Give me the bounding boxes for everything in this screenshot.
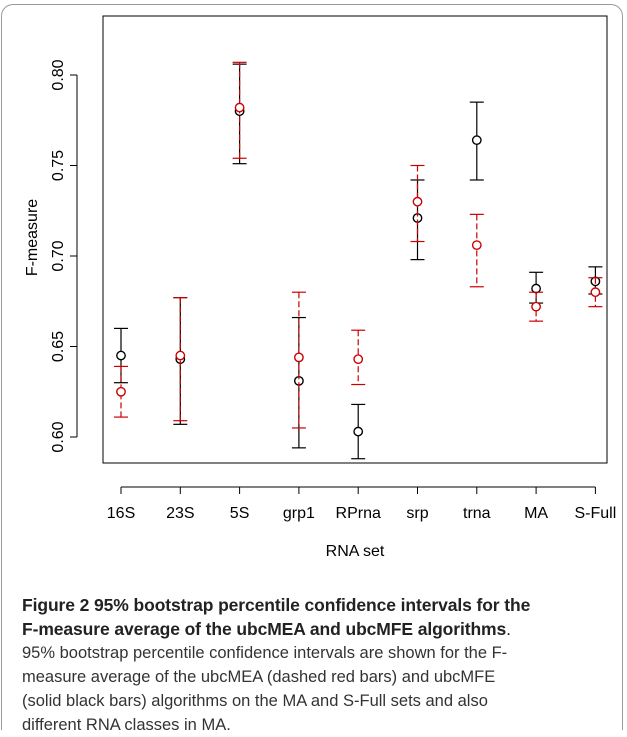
y-tick-label-4: 0.80 xyxy=(50,59,67,90)
x-tick-label-trna: trna xyxy=(463,505,491,522)
x-tick-label-srp: srp xyxy=(406,505,428,522)
ubcmea-estimate-S-Full xyxy=(590,287,601,298)
caption-title-line-1: Figure 2 95% bootstrap percentile confid… xyxy=(22,595,531,615)
ubcmfe-estimate-MA xyxy=(531,283,541,294)
confidence-interval-chart: 0.60 0.65 0.70 0.75 0.80 F-measure 16S 23S 5S grp… xyxy=(24,15,617,560)
caption-body-line-4: different RNA classes in MA. xyxy=(22,716,231,734)
figure-frame xyxy=(1,4,623,730)
caption-body-line-1: 95% bootstrap percentile confidence inte… xyxy=(22,644,508,662)
ubcmea-estimate-srp xyxy=(412,196,423,207)
caption-body-line-3: (solid black bars) algorithms on the MA … xyxy=(22,692,488,710)
x-tick-label-grp1: grp1 xyxy=(283,505,315,522)
x-tick-label-16S: 16S xyxy=(107,505,135,522)
x-tick-label-5S: 5S xyxy=(230,505,250,522)
ubcmea-estimate-RPrna xyxy=(353,354,364,365)
plot-area-frame xyxy=(102,15,608,464)
x-tick-label-S-Full: S-Full xyxy=(575,505,617,522)
caption-body: 95% bootstrap percentile confidence inte… xyxy=(22,641,616,737)
caption-title: Figure 2 95% bootstrap percentile confid… xyxy=(22,593,616,641)
ubcmfe-estimate-trna xyxy=(471,135,482,146)
x-tick-label-RPrna: RPrna xyxy=(336,505,381,522)
ubcmea-estimate-grp1 xyxy=(293,352,304,363)
caption-title-period: . xyxy=(506,619,511,639)
y-tick-label-0: 0.60 xyxy=(50,421,67,452)
y-axis-label: F-measure xyxy=(24,199,41,276)
ubcmea-estimate-23S xyxy=(175,350,186,361)
figure-caption: Figure 2 95% bootstrap percentile confid… xyxy=(22,593,616,737)
ubcmfe-estimate-RPrna xyxy=(353,426,364,437)
x-tick-label-MA: MA xyxy=(524,505,548,522)
y-tick-label-1: 0.65 xyxy=(50,331,67,362)
y-tick-label-2: 0.70 xyxy=(50,240,67,271)
caption-title-line-2: F-measure average of the ubcMEA and ubcM… xyxy=(22,619,507,639)
x-tick-label-23S: 23S xyxy=(166,505,194,522)
x-axis-label: RNA set xyxy=(326,543,385,560)
ubcmea-estimate-MA xyxy=(531,301,541,312)
y-tick-label-3: 0.75 xyxy=(50,150,67,181)
ubcmea-estimate-16S xyxy=(116,386,126,397)
ubcmea-estimate-trna xyxy=(471,240,482,251)
caption-body-line-2: measure average of the ubcMEA (dashed re… xyxy=(22,668,496,686)
ubcmfe-estimate-16S xyxy=(116,350,126,361)
ubcmea-estimate-5S xyxy=(234,102,245,113)
